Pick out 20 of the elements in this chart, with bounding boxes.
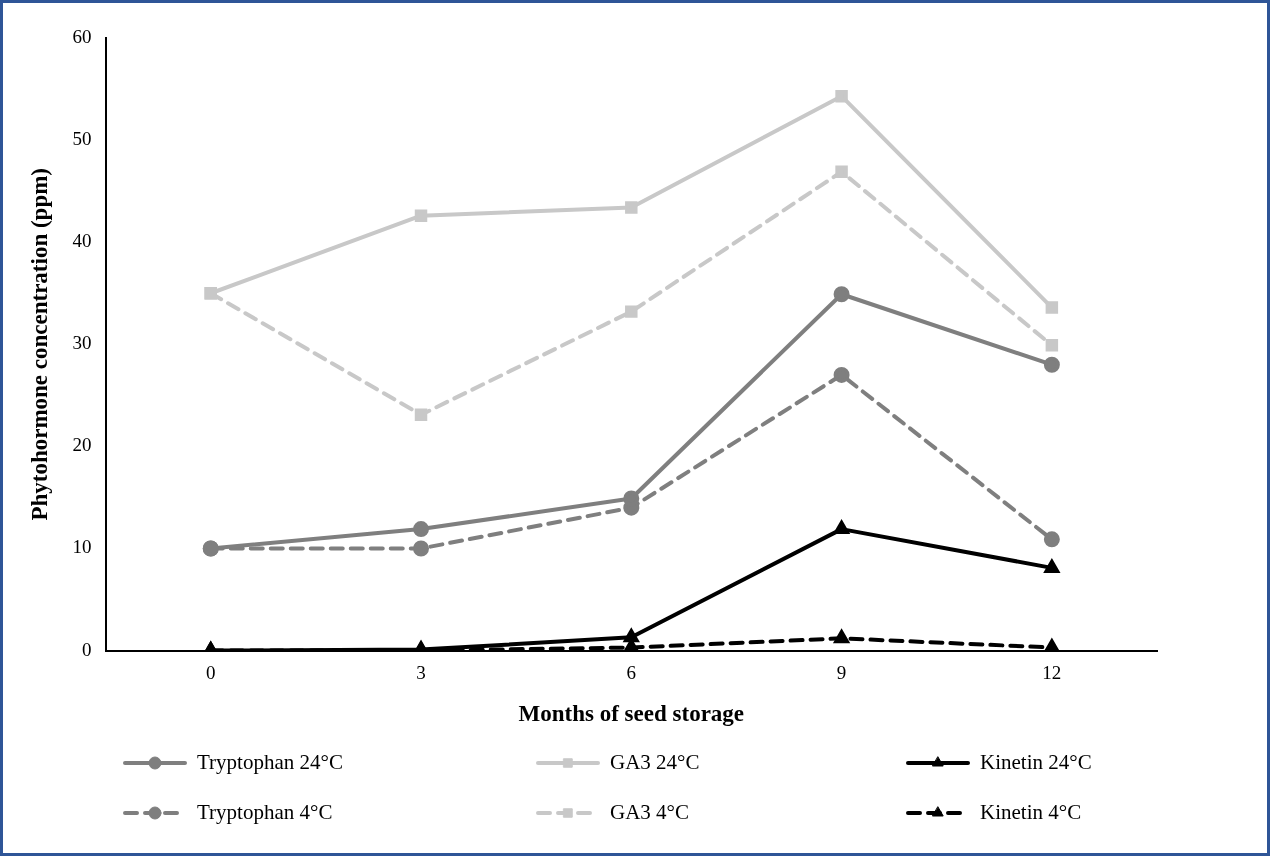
y-tick-label: 50	[72, 128, 92, 150]
y-tick-label: 10	[72, 536, 92, 558]
y-tick-label: 40	[72, 230, 92, 252]
x-tick-label: 6	[626, 661, 637, 683]
y-tick-label: 30	[72, 332, 92, 354]
legend-label: Kinetin 24°C	[980, 749, 1092, 774]
x-tick-label: 0	[205, 661, 216, 683]
x-tick-label: 3	[416, 661, 426, 683]
legend-label: Kinetin 4°C	[980, 799, 1082, 824]
y-tick-label: 60	[72, 25, 92, 47]
x-tick-label: 9	[836, 661, 847, 683]
legend-label: Tryptophan 24°C	[197, 749, 343, 774]
x-tick-label: 12	[1042, 661, 1062, 683]
legend-label: GA3 4°C	[610, 799, 689, 824]
x-axis-title: Months of seed storage	[518, 701, 745, 727]
y-tick-label: 0	[82, 638, 92, 660]
y-tick-label: 20	[72, 434, 92, 456]
y-axis-title: Phytohormone concentration (ppm)	[26, 167, 52, 521]
legend-label: GA3 24°C	[610, 749, 700, 774]
legend-label: Tryptophan 4°C	[197, 799, 333, 824]
